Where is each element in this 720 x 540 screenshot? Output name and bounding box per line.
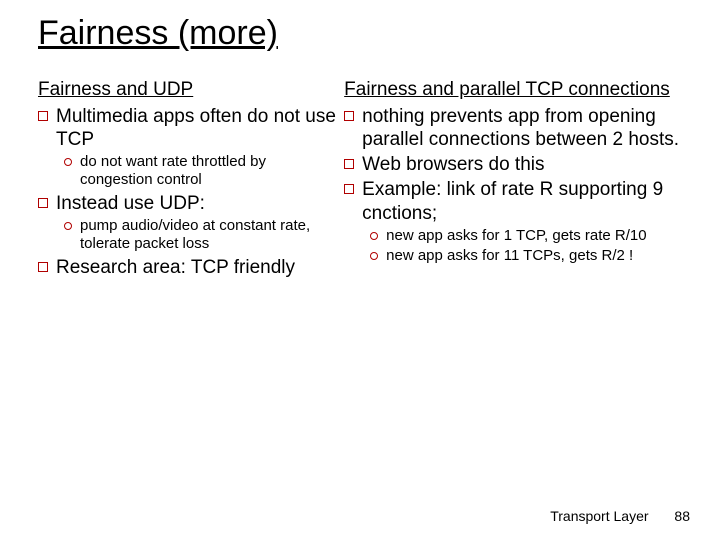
list-item: nothing prevents app from opening parall… bbox=[344, 105, 692, 151]
left-column: Fairness and UDP Multimedia apps often d… bbox=[38, 79, 336, 281]
square-bullet-icon bbox=[38, 198, 48, 208]
bullet-text: Example: link of rate R supporting 9 cnc… bbox=[362, 178, 692, 224]
list-item: new app asks for 11 TCPs, gets R/2 ! bbox=[370, 247, 692, 265]
slide-title: Fairness (more) bbox=[38, 14, 692, 53]
right-subhead: Fairness and parallel TCP connections bbox=[344, 79, 692, 101]
bullet-text: new app asks for 11 TCPs, gets R/2 ! bbox=[386, 247, 692, 265]
circle-bullet-icon bbox=[64, 222, 72, 230]
left-subhead: Fairness and UDP bbox=[38, 79, 336, 101]
bullet-text: nothing prevents app from opening parall… bbox=[362, 105, 692, 151]
circle-bullet-icon bbox=[370, 232, 378, 240]
circle-bullet-icon bbox=[370, 252, 378, 260]
bullet-text: do not want rate throttled by congestion… bbox=[80, 153, 336, 190]
bullet-text: Web browsers do this bbox=[362, 153, 692, 176]
page-number: 88 bbox=[674, 508, 690, 524]
circle-bullet-icon bbox=[64, 158, 72, 166]
bullet-text: Research area: TCP friendly bbox=[56, 256, 336, 279]
footer-label: Transport Layer bbox=[550, 508, 648, 524]
list-item: Web browsers do this bbox=[344, 153, 692, 176]
list-item: new app asks for 1 TCP, gets rate R/10 bbox=[370, 227, 692, 245]
list-item: pump audio/video at constant rate, toler… bbox=[64, 217, 336, 254]
list-item: Multimedia apps often do not use TCP bbox=[38, 105, 336, 151]
square-bullet-icon bbox=[344, 159, 354, 169]
list-item: do not want rate throttled by congestion… bbox=[64, 153, 336, 190]
bullet-text: pump audio/video at constant rate, toler… bbox=[80, 217, 336, 254]
bullet-text: new app asks for 1 TCP, gets rate R/10 bbox=[386, 227, 692, 245]
list-item: Research area: TCP friendly bbox=[38, 256, 336, 279]
columns: Fairness and UDP Multimedia apps often d… bbox=[38, 79, 692, 281]
square-bullet-icon bbox=[38, 262, 48, 272]
right-column: Fairness and parallel TCP connections no… bbox=[344, 79, 692, 281]
footer: Transport Layer 88 bbox=[550, 508, 690, 524]
bullet-text: Multimedia apps often do not use TCP bbox=[56, 105, 336, 151]
square-bullet-icon bbox=[38, 111, 48, 121]
square-bullet-icon bbox=[344, 111, 354, 121]
square-bullet-icon bbox=[344, 184, 354, 194]
bullet-text: Instead use UDP: bbox=[56, 192, 336, 215]
list-item: Instead use UDP: bbox=[38, 192, 336, 215]
list-item: Example: link of rate R supporting 9 cnc… bbox=[344, 178, 692, 224]
